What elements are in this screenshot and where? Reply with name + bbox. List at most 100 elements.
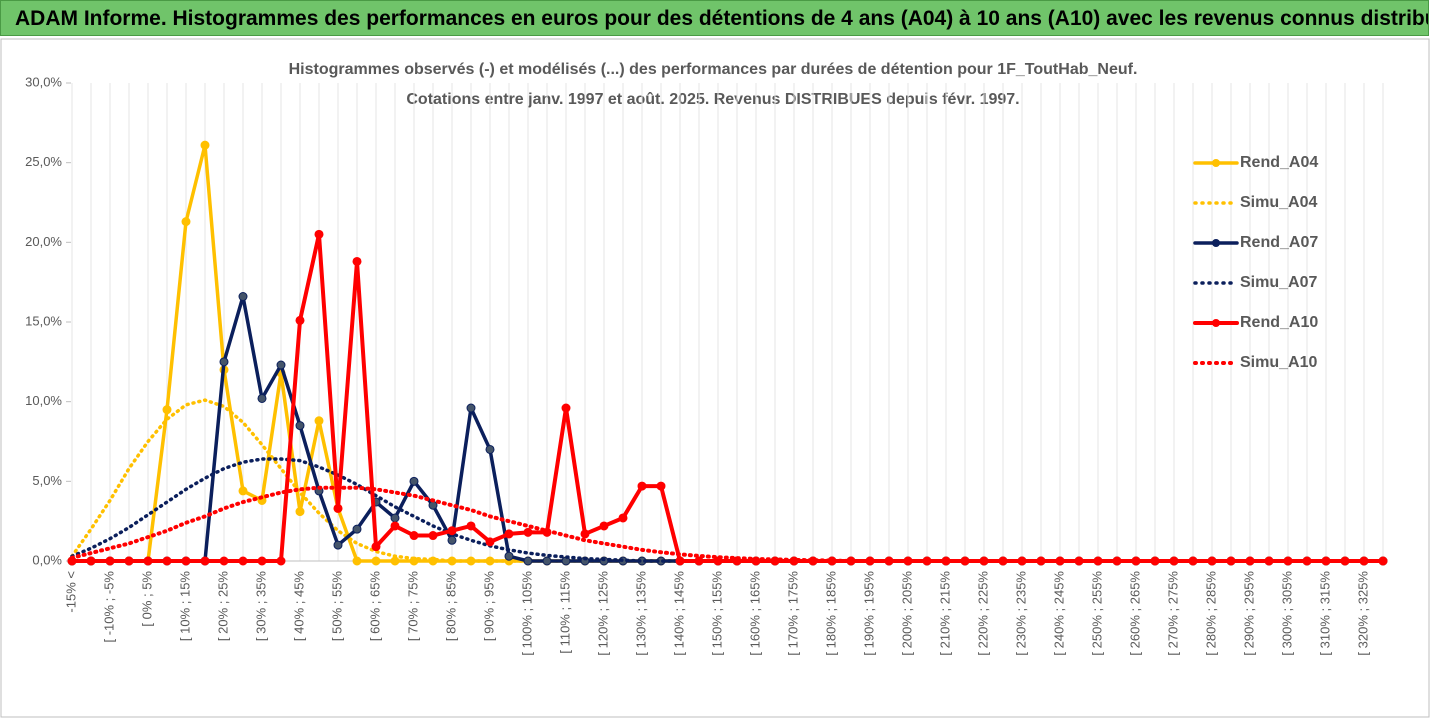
x-tick-label: [ 0% ; 5% xyxy=(139,571,154,627)
x-tick-label: [ 20% ; 25% xyxy=(215,571,230,642)
x-tick-label: [ 60% ; 65% xyxy=(367,571,382,642)
data-point xyxy=(390,521,400,531)
x-tick-label: [ 80% ; 85% xyxy=(443,571,458,642)
data-point xyxy=(238,486,248,496)
y-tick-label: 30,0% xyxy=(25,74,62,89)
x-tick-label: [ 50% ; 55% xyxy=(329,571,344,642)
data-point xyxy=(580,529,590,539)
legend-label: Rend_A07 xyxy=(1240,234,1318,251)
x-tick-label: [ 290% ; 295% xyxy=(1241,571,1256,656)
data-point xyxy=(542,556,552,566)
data-point xyxy=(504,551,514,561)
data-point xyxy=(295,507,305,517)
data-point xyxy=(219,556,229,566)
x-tick-label: [ 280% ; 285% xyxy=(1203,571,1218,656)
y-tick-label: 15,0% xyxy=(25,313,62,328)
x-tick-label: [ 220% ; 225% xyxy=(975,571,990,656)
data-point xyxy=(333,503,343,513)
x-tick-label: [ 40% ; 45% xyxy=(291,571,306,642)
chart-subtitle: Cotations entre janv. 1997 et août. 2025… xyxy=(406,91,1019,108)
data-point xyxy=(466,521,476,531)
data-point xyxy=(295,315,305,325)
data-point xyxy=(428,531,438,541)
x-tick-label: [ 130% ; 135% xyxy=(633,571,648,656)
x-tick-label: [ 150% ; 155% xyxy=(709,571,724,656)
y-tick-label: 5,0% xyxy=(32,473,62,488)
data-point xyxy=(466,403,476,413)
data-point xyxy=(295,421,305,431)
data-point xyxy=(276,360,286,370)
y-tick-label: 20,0% xyxy=(25,234,62,249)
data-point xyxy=(656,481,666,491)
x-tick-label: [ 240% ; 245% xyxy=(1051,571,1066,656)
data-point xyxy=(181,556,191,566)
x-tick-label: [ 180% ; 185% xyxy=(823,571,838,656)
data-point xyxy=(523,527,533,537)
header-title: ADAM Informe. Histogrammes des performan… xyxy=(0,0,1429,36)
data-point xyxy=(371,542,381,552)
data-point xyxy=(200,556,210,566)
data-point xyxy=(637,481,647,491)
data-point xyxy=(162,556,172,566)
x-tick-label: [ 320% ; 325% xyxy=(1355,571,1370,656)
legend-marker xyxy=(1212,239,1220,247)
data-point xyxy=(314,416,324,426)
y-tick-label: 10,0% xyxy=(25,393,62,408)
data-point xyxy=(333,540,343,550)
x-tick-label: [ 230% ; 235% xyxy=(1013,571,1028,656)
x-tick-label: [ 200% ; 205% xyxy=(899,571,914,656)
y-tick-label: 0,0% xyxy=(32,552,62,567)
x-tick-label: [ 250% ; 255% xyxy=(1089,571,1104,656)
data-point xyxy=(238,292,248,302)
data-point xyxy=(561,403,571,413)
data-point xyxy=(238,556,248,566)
data-point xyxy=(447,535,457,545)
legend-label: Rend_A10 xyxy=(1240,314,1318,331)
data-point xyxy=(352,556,362,566)
x-tick-label: [ -10% ; -5% xyxy=(101,571,116,643)
y-tick-label: 25,0% xyxy=(25,154,62,169)
data-point xyxy=(447,526,457,536)
data-point xyxy=(371,556,381,566)
x-tick-label: [ 260% ; 265% xyxy=(1127,571,1142,656)
x-tick-label: [ 160% ; 165% xyxy=(747,571,762,656)
data-point xyxy=(124,556,134,566)
x-tick-label: [ 210% ; 215% xyxy=(937,571,952,656)
legend-label: Simu_A10 xyxy=(1240,354,1317,371)
data-point xyxy=(504,529,514,539)
data-point xyxy=(618,513,628,523)
x-tick-label: [ 170% ; 175% xyxy=(785,571,800,656)
chart-title: Histogrammes observés (-) et modélisés (… xyxy=(289,61,1138,78)
x-tick-label: [ 270% ; 275% xyxy=(1165,571,1180,656)
data-point xyxy=(219,357,229,367)
data-point xyxy=(200,140,210,150)
legend-label: Simu_A04 xyxy=(1240,194,1317,211)
data-point xyxy=(485,537,495,547)
data-point xyxy=(257,393,267,403)
data-point xyxy=(390,513,400,523)
data-point xyxy=(390,556,400,566)
data-point xyxy=(409,476,419,486)
x-tick-label: [ 70% ; 75% xyxy=(405,571,420,642)
legend-label: Simu_A07 xyxy=(1240,274,1317,291)
x-tick-label: -15% < xyxy=(63,571,78,613)
data-point xyxy=(314,229,324,239)
chart: Histogrammes observés (-) et modélisés (… xyxy=(0,38,1430,718)
x-tick-label: [ 140% ; 145% xyxy=(671,571,686,656)
data-point xyxy=(599,521,609,531)
data-point xyxy=(694,556,704,566)
series-line xyxy=(70,485,1385,563)
data-point xyxy=(86,556,96,566)
data-point xyxy=(409,531,419,541)
data-point xyxy=(257,556,267,566)
legend-marker xyxy=(1212,159,1220,167)
data-point xyxy=(276,556,286,566)
data-point xyxy=(523,556,533,566)
x-tick-label: [ 300% ; 305% xyxy=(1279,571,1294,656)
legend-marker xyxy=(1212,319,1220,327)
legend-label: Rend_A04 xyxy=(1240,154,1318,171)
x-tick-label: [ 310% ; 315% xyxy=(1317,571,1332,656)
x-tick-label: [ 90% ; 95% xyxy=(481,571,496,642)
data-point xyxy=(352,524,362,534)
